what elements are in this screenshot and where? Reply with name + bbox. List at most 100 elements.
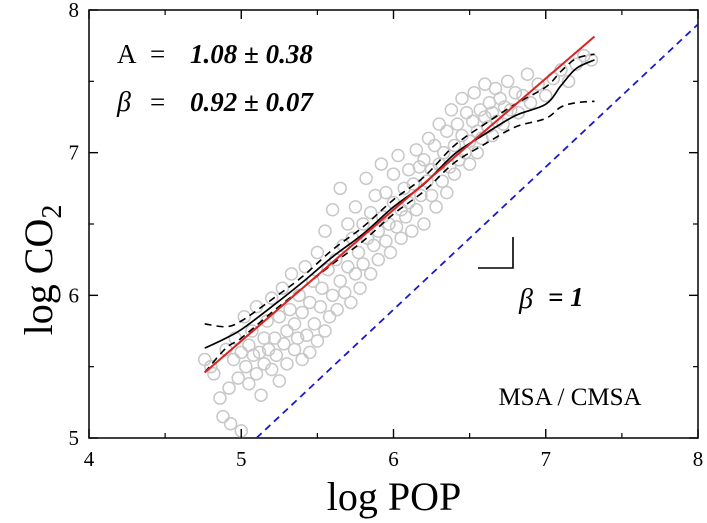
data-point [435,174,449,188]
data-point [412,160,427,174]
beta-value: 0.92 ± 0.07 [190,87,314,117]
y-axis-title: log CO2 [16,205,68,336]
data-point [496,117,510,131]
data-point [277,337,291,351]
data-point [462,134,477,149]
data-point [321,262,335,277]
data-point [577,48,591,63]
data-point [427,138,442,153]
data-point [280,357,294,371]
data-point [450,117,465,131]
region-label: MSA / CMSA [498,384,641,411]
y-tick-label: 8 [69,0,80,22]
data-point [444,103,459,117]
data-point [432,117,446,131]
y-tick-label: 5 [69,426,80,450]
data-point [470,145,484,160]
data-point [310,334,325,348]
x-tick-label: 5 [236,447,247,471]
data-point [374,157,389,171]
data-point [295,352,309,367]
x-tick-label: 6 [388,447,399,471]
data-point [447,138,462,153]
data-point [207,367,221,381]
data-point [493,91,507,106]
data-point [447,167,462,181]
data-point [295,305,309,320]
data-point [414,188,428,203]
svg-text:log CO2: log CO2 [16,205,68,336]
data-point [398,210,413,224]
data-point [455,91,469,106]
data-point [213,391,227,405]
data-point [359,171,373,186]
data-point [322,309,337,324]
data-point [231,371,245,385]
data-point [272,374,287,388]
data-point [436,145,451,160]
data-point [356,257,370,271]
x-tick-label: 7 [541,447,552,471]
data-point [307,317,322,331]
y-axis-title-main: log CO [16,219,61,336]
data-point [417,217,431,231]
data-point [246,348,261,363]
data-point [284,267,299,281]
data-point [318,324,332,338]
data-point [272,309,287,324]
data-point [283,302,297,317]
data-point [223,416,238,431]
reference-line-slope-1 [255,23,698,438]
data-point [313,299,328,314]
data-point [242,377,256,391]
data-point [363,267,378,281]
data-point [341,217,355,231]
data-point [406,177,421,191]
data-point [531,77,545,91]
data-point [371,224,386,238]
slope-marker [478,237,514,269]
data-point [315,281,329,295]
y-tick-label: 7 [69,141,80,165]
data-point [356,217,370,231]
data-point [325,202,340,217]
data-point [440,124,454,139]
data-point [353,281,367,295]
data-point [310,245,325,260]
data-point [341,260,355,274]
plot-frame [88,9,699,439]
data-point [405,224,419,238]
data-point [394,231,408,246]
data-point [330,302,344,317]
x-tick-label: 8 [693,447,704,471]
data-point [516,88,530,103]
data-point [391,148,405,163]
data-point [420,174,434,188]
linear-fit-line [204,35,596,374]
data-point [429,200,443,214]
data-point [351,245,366,260]
data-point [299,328,314,343]
data-point [520,67,535,81]
data-point [348,200,363,214]
data-point [222,381,236,395]
data-point [280,324,294,338]
data-point [473,103,488,117]
data-point [338,285,352,300]
data-point [197,352,212,367]
upper-confidence-band [204,53,595,328]
data-point [409,202,424,217]
data-point [249,367,264,381]
data-point [386,167,401,181]
data-point [383,245,398,260]
data-point [366,238,381,253]
data-point [269,348,284,363]
data-point [254,388,268,402]
data-point [379,234,393,248]
data-point [462,157,477,171]
data-point [216,409,230,424]
data-point [363,205,378,220]
data-point [264,362,279,377]
data-point [303,345,317,360]
